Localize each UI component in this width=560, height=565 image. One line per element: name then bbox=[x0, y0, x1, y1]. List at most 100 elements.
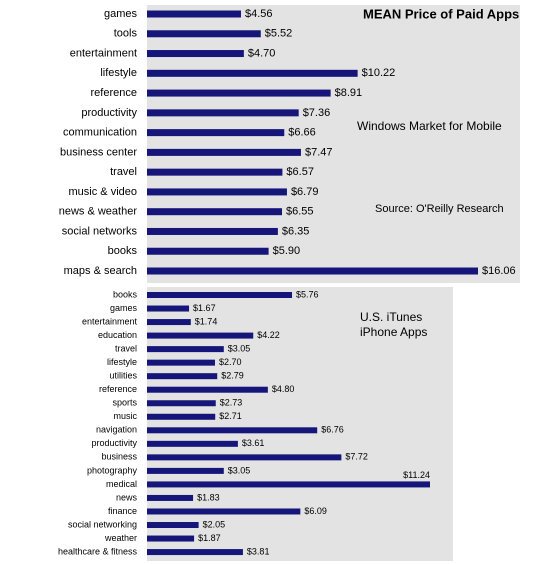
bar bbox=[147, 508, 301, 515]
value-label: $7.72 bbox=[345, 452, 368, 462]
category-label: education bbox=[98, 330, 137, 340]
category-label: communication bbox=[63, 127, 137, 139]
bar bbox=[147, 549, 243, 556]
bar bbox=[147, 109, 299, 117]
bar bbox=[147, 148, 301, 156]
bar bbox=[147, 227, 278, 235]
value-label: $5.90 bbox=[273, 245, 301, 257]
bar bbox=[147, 400, 216, 407]
bar bbox=[147, 30, 261, 38]
bar bbox=[147, 346, 224, 353]
category-label: news & weather bbox=[59, 206, 138, 218]
value-label: $3.81 bbox=[247, 546, 270, 556]
category-label: social networking bbox=[68, 519, 137, 529]
bar bbox=[147, 50, 244, 58]
bar bbox=[147, 89, 331, 97]
chart-title: iPhone Apps bbox=[360, 325, 427, 339]
value-label: $5.76 bbox=[296, 289, 319, 299]
bar bbox=[147, 267, 478, 275]
bar bbox=[147, 494, 194, 501]
category-label: reference bbox=[99, 384, 137, 394]
value-label: $2.05 bbox=[203, 519, 226, 529]
value-label: $6.09 bbox=[304, 506, 327, 516]
bar bbox=[147, 522, 199, 529]
category-label: maps & search bbox=[64, 265, 137, 277]
value-label: $11.24 bbox=[403, 470, 430, 480]
bar bbox=[147, 332, 254, 339]
source: Source: O'Reilly Research bbox=[375, 203, 504, 215]
category-label: weather bbox=[104, 533, 137, 543]
value-label: $1.67 bbox=[193, 303, 216, 313]
value-label: $6.76 bbox=[321, 425, 344, 435]
bar bbox=[147, 305, 190, 312]
value-label: $3.05 bbox=[228, 343, 251, 353]
value-label: $2.79 bbox=[221, 371, 244, 381]
category-label: books bbox=[108, 245, 138, 257]
bar bbox=[147, 440, 238, 447]
category-label: music & video bbox=[69, 186, 137, 198]
category-label: healthcare & fitness bbox=[58, 546, 138, 556]
category-label: games bbox=[110, 303, 138, 313]
bar bbox=[147, 481, 430, 488]
category-label: travel bbox=[115, 343, 137, 353]
category-label: navigation bbox=[96, 425, 137, 435]
value-label: $1.87 bbox=[198, 533, 221, 543]
bar bbox=[147, 535, 195, 542]
value-label: $6.55 bbox=[286, 206, 314, 218]
bar bbox=[147, 427, 318, 434]
category-label: music bbox=[113, 411, 137, 421]
value-label: $6.66 bbox=[288, 127, 316, 139]
category-label: finance bbox=[108, 506, 137, 516]
bar bbox=[147, 467, 224, 474]
category-label: social networks bbox=[62, 225, 138, 237]
category-label: photography bbox=[87, 465, 138, 475]
category-label: business center bbox=[60, 146, 137, 158]
bar bbox=[147, 292, 293, 298]
bar bbox=[147, 247, 269, 255]
category-label: tools bbox=[114, 28, 138, 40]
category-label: sports bbox=[112, 398, 137, 408]
bar bbox=[147, 168, 283, 176]
value-label: $6.57 bbox=[286, 166, 314, 178]
category-label: games bbox=[104, 8, 138, 20]
category-label: books bbox=[113, 289, 138, 299]
bar bbox=[147, 10, 241, 18]
value-label: $2.70 bbox=[219, 357, 242, 367]
category-label: entertainment bbox=[82, 316, 138, 326]
bar bbox=[147, 129, 285, 137]
category-label: lifestyle bbox=[107, 357, 137, 367]
bar bbox=[147, 208, 282, 216]
chart-title: U.S. iTunes bbox=[360, 310, 422, 324]
bar bbox=[147, 413, 216, 420]
bar bbox=[147, 359, 215, 366]
value-label: $10.22 bbox=[362, 67, 396, 79]
value-label: $4.56 bbox=[245, 8, 273, 20]
bar bbox=[147, 188, 287, 196]
panel bbox=[147, 5, 520, 283]
value-label: $2.71 bbox=[219, 411, 242, 421]
category-label: utilities bbox=[109, 371, 137, 381]
value-label: $8.91 bbox=[335, 87, 363, 99]
value-label: $6.35 bbox=[282, 225, 310, 237]
chart-title: MEAN Price of Paid Apps bbox=[363, 6, 519, 21]
value-label: $7.36 bbox=[303, 107, 331, 119]
category-label: productivity bbox=[81, 107, 137, 119]
bar bbox=[147, 319, 191, 326]
category-label: medical bbox=[106, 479, 137, 489]
value-label: $1.74 bbox=[195, 316, 218, 326]
value-label: $1.83 bbox=[197, 492, 220, 502]
category-label: business bbox=[101, 452, 137, 462]
value-label: $7.47 bbox=[305, 146, 333, 158]
category-label: news bbox=[116, 492, 138, 502]
value-label: $4.70 bbox=[248, 47, 276, 59]
value-label: $5.52 bbox=[265, 28, 293, 40]
value-label: $4.22 bbox=[257, 330, 280, 340]
value-label: $16.06 bbox=[482, 265, 516, 277]
value-label: $2.73 bbox=[220, 398, 243, 408]
value-label: $3.05 bbox=[228, 465, 251, 475]
category-label: travel bbox=[110, 166, 137, 178]
bar bbox=[147, 454, 342, 461]
bar bbox=[147, 386, 268, 393]
subtitle: Windows Market for Mobile bbox=[357, 119, 502, 133]
value-label: $3.61 bbox=[242, 438, 265, 448]
